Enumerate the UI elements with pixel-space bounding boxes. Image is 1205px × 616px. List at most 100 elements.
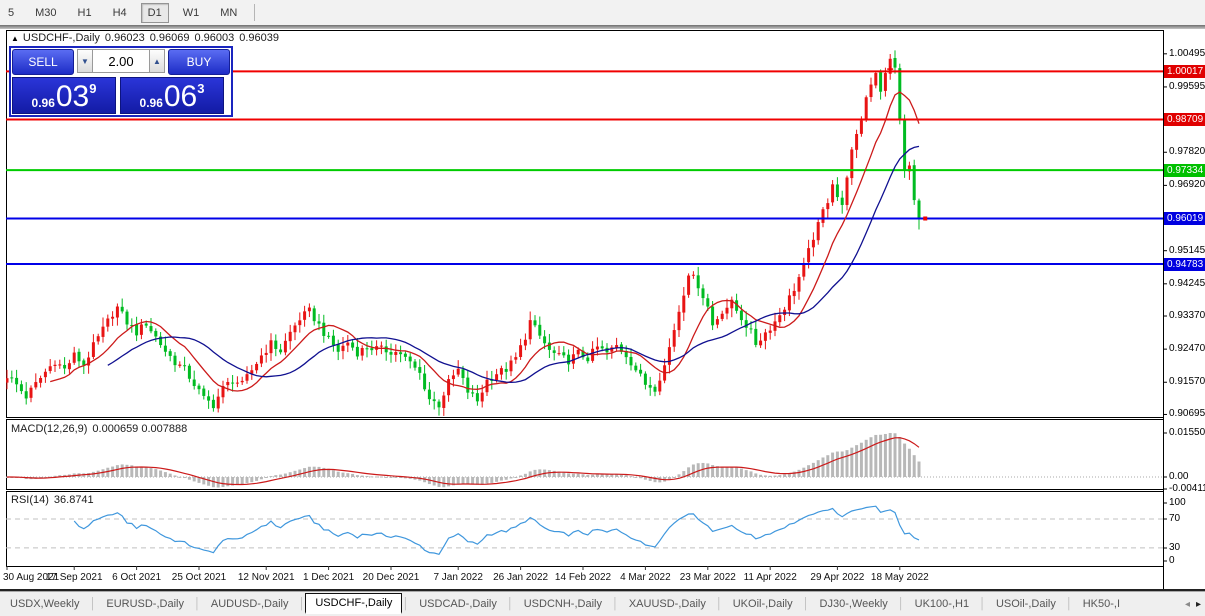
time-tick-label: 12 Nov 2021 [237, 572, 295, 583]
ohlc-open: 0.96023 [104, 32, 145, 44]
price-tick-label: 0.93370 [1169, 310, 1205, 322]
sell-price-display[interactable]: 0.96 03 9 [12, 77, 116, 114]
time-tick-label: 30 Aug 2021 [3, 572, 60, 583]
rsi-indicator-label: RSI(14) 36.8741 [11, 494, 94, 506]
price-tick-label: 1.00495 [1169, 47, 1205, 59]
ma-fast-line [50, 91, 920, 392]
timeframe-button-w1[interactable]: W1 [182, 6, 200, 19]
sell-button[interactable]: SELL [12, 49, 74, 75]
timeframe-button-5[interactable]: 5 [8, 6, 15, 19]
chart-tab-usdcad-daily[interactable]: USDCAD-,Daily [419, 598, 497, 610]
tab-separator: │ [802, 598, 810, 610]
chart-tab-dj30-weekly[interactable]: DJ30-,Weekly [819, 598, 888, 610]
rsi-current-value: 36.8741 [53, 494, 94, 506]
tab-separator: │ [193, 598, 201, 610]
volume-input[interactable]: 2.00 [93, 49, 149, 73]
macd-tick-label: -0.00411 [1169, 483, 1205, 494]
toolbar-divider [254, 4, 256, 21]
tab-scroll-arrows: ◂ ▸ [1185, 599, 1205, 610]
time-tick-label: 23 Mar 2022 [679, 572, 736, 583]
trade-panel-prices: 0.96 03 9 0.96 06 3 [12, 75, 230, 114]
chart-tab-usoil-daily[interactable]: USOil-,Daily [995, 598, 1056, 610]
price-tick-label: 0.90695 [1169, 408, 1205, 420]
timeframe-toolbar: 5 M30 H1 H4 D1 W1 MN [0, 0, 1205, 25]
tab-separator: │ [979, 598, 986, 610]
price-tick-label: 0.97820 [1169, 146, 1205, 158]
time-tick-label: 17 Sep 2021 [45, 572, 103, 583]
chart-tab-hk50-i[interactable]: HK50-,I [1082, 598, 1121, 610]
panel-frame [6, 491, 1164, 567]
chart-tab-usdchf-daily[interactable]: USDCHF-,Daily [305, 592, 403, 614]
macd-histogram [6, 433, 921, 488]
chart-tab-ukoil-daily[interactable]: UKOil-,Daily [732, 598, 793, 610]
chart-tab-eurusd-daily[interactable]: EURUSD-,Daily [106, 598, 184, 610]
one-click-trading-panel: SELL ▼ 2.00 ▲ BUY 0.96 03 9 0.96 06 3 [9, 46, 233, 117]
timeframe-button-d1[interactable]: D1 [140, 2, 169, 23]
collapse-trade-panel-icon[interactable]: ▲ [11, 34, 19, 43]
time-tick-label: 11 Apr 2022 [743, 572, 797, 583]
ma-slow-line [107, 145, 920, 383]
candles-layer [6, 50, 921, 416]
price-tick-label: 0.96920 [1169, 179, 1205, 191]
chart-header: ▲ USDCHF-,Daily 0.96023 0.96069 0.96003 0.960… [11, 32, 279, 44]
chart-tab-xauusd-daily[interactable]: XAUUSD-,Daily [628, 598, 706, 610]
tab-separator: │ [402, 598, 410, 610]
buy-button[interactable]: BUY [168, 49, 230, 75]
tab-separator: │ [897, 598, 905, 610]
timeframe-button-h4[interactable]: H4 [112, 6, 127, 19]
buy-price-pipette: 3 [197, 81, 205, 96]
tab-separator: │ [715, 598, 723, 610]
timeframe-button-m30[interactable]: M30 [35, 6, 57, 19]
chart-tab-uk100-h1[interactable]: UK100-,H1 [914, 598, 970, 610]
chart-tab-usdcnh-daily[interactable]: USDCNH-,Daily [523, 598, 602, 610]
current-price-marker [923, 216, 928, 221]
time-tick-label: 29 Apr 2022 [810, 572, 865, 583]
price-tick-label: 0.95145 [1169, 244, 1205, 256]
sell-price-pipette: 9 [89, 81, 97, 96]
tab-scroll-left-icon[interactable]: ◂ [1184, 598, 1190, 610]
chart-window [0, 29, 1205, 591]
price-tick-label: 0.92470 [1169, 343, 1205, 355]
macd-signal-line [7, 437, 920, 486]
chart-tab-audusd-daily[interactable]: AUDUSD-,Daily [210, 598, 289, 610]
tab-separator: │ [611, 598, 619, 610]
price-line-badge: 1.00017 [1164, 64, 1205, 78]
volume-increase-button[interactable]: ▲ [149, 49, 165, 73]
rsi-tick-label: 70 [1169, 513, 1181, 524]
time-tick-label: 20 Dec 2021 [362, 572, 420, 583]
price-tick-label: 0.94245 [1169, 277, 1205, 289]
ohlc-high: 0.96069 [149, 32, 190, 44]
macd-indicator-label: MACD(12,26,9) 0.000659 0.007888 [11, 423, 188, 435]
rsi-tick-label: 0 [1169, 555, 1175, 566]
tab-separator: │ [298, 598, 306, 610]
volume-decrease-button[interactable]: ▼ [77, 49, 93, 73]
buy-price-main: 06 [163, 80, 198, 113]
price-line-badge: 0.98709 [1164, 113, 1205, 127]
price-tick-label: 0.91570 [1169, 376, 1205, 388]
macd-tick-label: 0.00 [1169, 471, 1189, 482]
buy-price-display[interactable]: 0.96 06 3 [120, 77, 224, 114]
rsi-tick-label: 100 [1169, 497, 1186, 508]
sell-price-main: 03 [55, 80, 90, 113]
time-tick-label: 14 Feb 2022 [554, 572, 612, 583]
macd-tick-label: 0.01550 [1169, 427, 1205, 438]
tab-scroll-right-icon[interactable]: ▸ [1195, 598, 1201, 610]
time-tick-label: 18 May 2022 [870, 572, 929, 583]
tab-separator: │ [506, 598, 514, 610]
trade-panel-controls: SELL ▼ 2.00 ▲ BUY [12, 49, 230, 75]
rsi-line [73, 505, 920, 555]
time-tick-label: 1 Dec 2021 [303, 572, 355, 583]
macd-current-values: 0.000659 0.007888 [92, 423, 188, 435]
tab-separator: │ [1065, 598, 1073, 610]
tab-separator: │ [89, 598, 97, 610]
time-tick-label: 7 Jan 2022 [433, 572, 483, 583]
chart-tab-usdx-weekly[interactable]: USDX,Weekly [10, 598, 80, 610]
sell-price-prefix: 0.96 [31, 96, 55, 110]
ohlc-low: 0.96003 [194, 32, 235, 44]
chart-title: USDCHF-,Daily [22, 32, 100, 44]
timeframe-button-mn[interactable]: MN [220, 6, 238, 19]
buy-price-prefix: 0.96 [139, 96, 163, 110]
timeframe-button-h1[interactable]: H1 [77, 6, 92, 19]
price-tick-label: 0.99595 [1169, 80, 1205, 92]
price-line-badge: 0.94783 [1164, 257, 1205, 271]
